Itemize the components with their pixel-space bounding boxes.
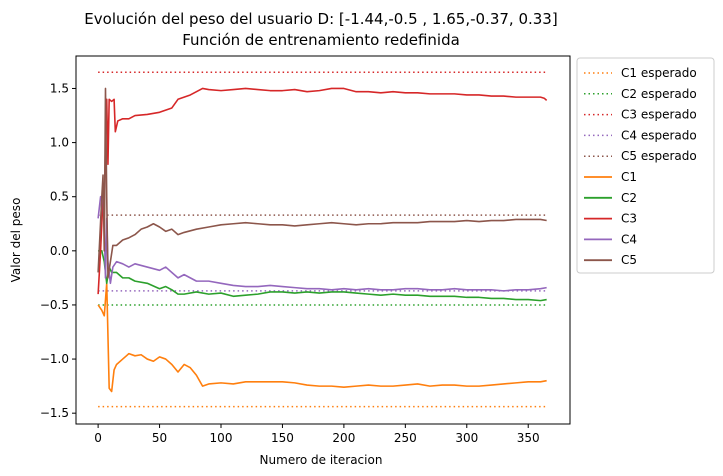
y-tick-label: 1.5 xyxy=(50,81,69,95)
plot-area xyxy=(75,55,571,425)
plot-frame xyxy=(75,55,571,425)
y-tick-label: 1.0 xyxy=(50,136,69,150)
y-tick-label: 0.5 xyxy=(50,190,69,204)
chart-subtitle: Función de entrenamiento redefinida xyxy=(182,31,460,49)
y-axis: −1.5 −1.0 −0.5 0.0 0.5 1.0 1.5 xyxy=(40,81,76,420)
x-axis-label: Numero de iteracion xyxy=(260,453,383,467)
legend-label: C2 xyxy=(621,191,637,205)
legend-label: C4 esperado xyxy=(621,128,697,142)
legend-label: C3 xyxy=(621,212,637,226)
legend-label: C2 esperado xyxy=(621,87,697,101)
legend-label: C1 esperado xyxy=(621,66,697,80)
series-lines xyxy=(97,87,548,393)
y-tick-label: 0.0 xyxy=(50,244,69,258)
legend-label: C5 xyxy=(621,253,637,267)
x-axis: 0 50 100 150 200 250 300 350 xyxy=(94,424,540,445)
x-tick-label: 100 xyxy=(210,431,233,445)
x-tick-label: 0 xyxy=(94,431,102,445)
series-line xyxy=(97,195,547,292)
series-line xyxy=(98,250,547,302)
y-tick-label: −1.0 xyxy=(40,352,69,366)
y-tick-label: −0.5 xyxy=(40,298,69,312)
y-axis-label: Valor del peso xyxy=(9,198,23,283)
series-line xyxy=(97,282,547,393)
series-line xyxy=(97,87,547,279)
x-tick-label: 350 xyxy=(517,431,540,445)
x-tick-label: 250 xyxy=(394,431,417,445)
x-tick-label: 300 xyxy=(455,431,478,445)
expected-lines xyxy=(98,71,547,408)
legend: C1 esperado C2 esperado C3 esperado C4 espe… xyxy=(576,57,715,274)
series-line xyxy=(97,87,548,295)
legend-label: C5 esperado xyxy=(621,149,697,163)
legend-label: C4 xyxy=(621,232,637,246)
legend-label: C1 xyxy=(621,170,637,184)
legend-label: C3 esperado xyxy=(621,108,697,122)
x-tick-label: 200 xyxy=(332,431,355,445)
chart-title: Evolución del peso del usuario D: [-1.44… xyxy=(84,10,557,28)
y-tick-label: −1.5 xyxy=(40,406,69,420)
x-tick-label: 50 xyxy=(152,431,167,445)
x-tick-label: 150 xyxy=(271,431,294,445)
legend-items: C1 esperado C2 esperado C3 esperado C4 espe… xyxy=(584,66,697,267)
